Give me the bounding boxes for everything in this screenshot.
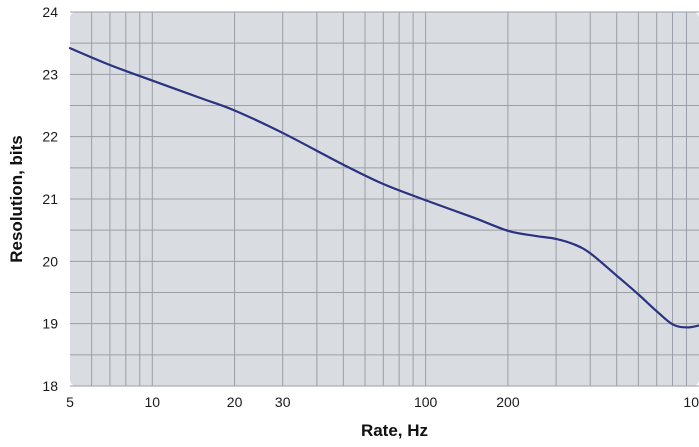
x-tick-label: 10: [144, 394, 160, 410]
y-tick-label: 18: [42, 378, 58, 394]
y-tick-label: 23: [42, 66, 58, 82]
x-tick-label: 30: [275, 394, 291, 410]
y-tick-label: 22: [42, 129, 58, 145]
x-tick-label: 20: [227, 394, 243, 410]
x-tick-label: 5: [66, 394, 74, 410]
y-tick-label: 19: [42, 316, 58, 332]
x-tick-label: 1000: [683, 394, 699, 410]
series-line: [68, 47, 699, 329]
y-tick-label: 20: [42, 253, 58, 269]
y-tick-label: 24: [42, 4, 58, 20]
x-tick-label: 100: [414, 394, 438, 410]
plot-area: 18 19 20 21 22 23 24 5 10 20 30 100 200 1000: [42, 4, 699, 410]
y-tick-label: 21: [42, 191, 58, 207]
x-axis-title: Rate, Hz: [361, 421, 428, 440]
y-axis-title: Resolution, bits: [7, 135, 26, 263]
x-tick-label: 200: [496, 394, 520, 410]
